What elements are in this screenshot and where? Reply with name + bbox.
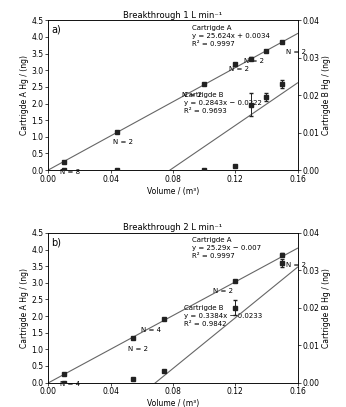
Y-axis label: Cartrigde B Hg / (ng): Cartrigde B Hg / (ng)	[322, 268, 331, 348]
Text: Cartrigde B
y = 0.2843x − 0.0222
R² = 0.9693: Cartrigde B y = 0.2843x − 0.0222 R² = 0.…	[184, 92, 262, 114]
Text: N = 2: N = 2	[213, 288, 233, 294]
Y-axis label: Cartrigde A Hg / (ng): Cartrigde A Hg / (ng)	[20, 55, 29, 135]
Text: N = 2: N = 2	[229, 66, 249, 72]
Text: N = 2: N = 2	[286, 262, 306, 268]
Text: b): b)	[51, 237, 61, 247]
Text: Cartrigde A
y = 25.29x − 0.007
R² = 0.9997: Cartrigde A y = 25.29x − 0.007 R² = 0.99…	[192, 237, 261, 259]
Text: N = 4: N = 4	[142, 326, 162, 333]
Text: Cartrigde B
y = 0.3384x − 0.0233
R² = 0.9842: Cartrigde B y = 0.3384x − 0.0233 R² = 0.…	[184, 305, 263, 327]
Text: Cartrigde A
y = 25.624x + 0.0034
R² = 0.9997: Cartrigde A y = 25.624x + 0.0034 R² = 0.…	[192, 25, 270, 47]
Text: N = 2: N = 2	[244, 59, 264, 64]
Text: N = 2: N = 2	[113, 139, 133, 145]
X-axis label: Volume / (m³): Volume / (m³)	[147, 399, 199, 407]
Title: Breakthrough 2 L min⁻¹: Breakthrough 2 L min⁻¹	[124, 223, 222, 232]
Title: Breakthrough 1 L min⁻¹: Breakthrough 1 L min⁻¹	[124, 11, 222, 20]
Text: N = 4: N = 4	[60, 381, 80, 387]
Y-axis label: Cartrigde A Hg / (ng): Cartrigde A Hg / (ng)	[20, 268, 29, 348]
X-axis label: Volume / (m³): Volume / (m³)	[147, 187, 199, 196]
Y-axis label: Cartrigde B Hg / (ng): Cartrigde B Hg / (ng)	[322, 55, 331, 135]
Text: N = 8: N = 8	[60, 169, 80, 175]
Text: N = 2: N = 2	[128, 346, 148, 352]
Text: a): a)	[51, 25, 61, 35]
Text: N = 2: N = 2	[182, 92, 202, 98]
Text: N = 2: N = 2	[286, 50, 306, 55]
